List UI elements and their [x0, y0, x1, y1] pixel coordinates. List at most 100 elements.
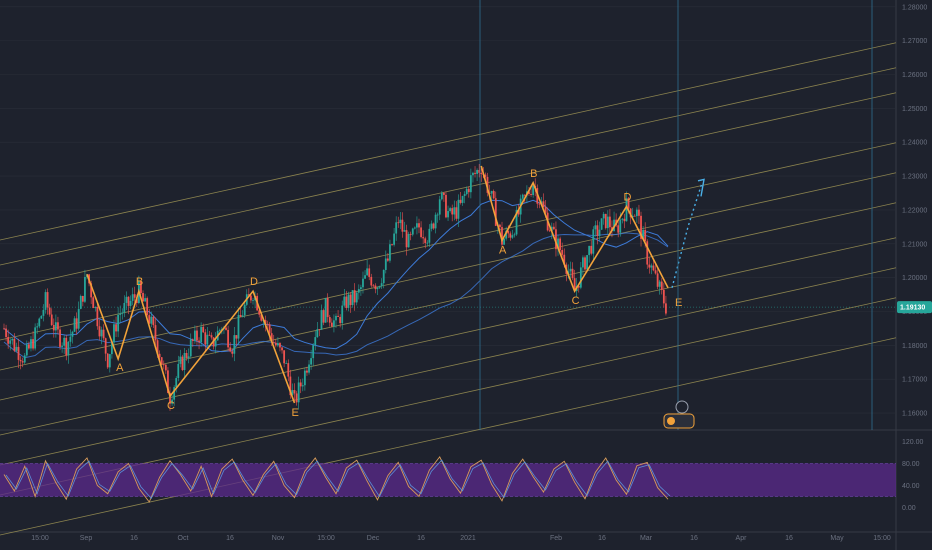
wave-label: A: [116, 362, 124, 374]
candle-body: [368, 268, 371, 277]
candle-body: [382, 269, 385, 284]
event-icon[interactable]: [663, 400, 695, 429]
candle-body: [171, 399, 173, 404]
candle-body: [17, 346, 20, 360]
time-axis[interactable]: 15:00 Sep 16 Oct 16 Nov 15:00 Dec 16 2021 Feb 16 Mar…: [31, 535, 891, 542]
candle-body: [108, 354, 111, 368]
candle-body: [588, 245, 591, 256]
candle-body: [196, 330, 198, 341]
candle-body: [403, 230, 406, 232]
candle-body: [411, 228, 414, 235]
candle-body: [285, 363, 288, 364]
candle-body: [281, 347, 283, 351]
candle-body: [362, 278, 364, 288]
candle-body: [640, 215, 642, 239]
oscillator-tick-label: 40.00: [902, 483, 920, 490]
candle-body: [229, 347, 232, 352]
candle-body: [295, 393, 298, 403]
time-tick-label: 15:00: [31, 535, 49, 542]
candle-body: [579, 267, 582, 288]
time-tick-label: Nov: [272, 535, 285, 542]
oscillator-pane: 120.00 80.00 40.00 0.00: [0, 439, 924, 512]
oscillator-band: [0, 463, 896, 497]
candle-body: [432, 223, 435, 229]
candle-body: [393, 233, 395, 245]
candle-body: [472, 172, 474, 176]
candle-body: [71, 331, 74, 337]
candle-body: [351, 290, 354, 306]
candle-body: [436, 214, 439, 216]
candle-body: [54, 322, 57, 331]
wave-label: A: [499, 244, 507, 256]
candle-body: [231, 351, 234, 354]
candle-body: [185, 352, 188, 359]
candle-body: [644, 229, 647, 242]
wave-label: C: [167, 400, 175, 412]
time-tick-label: Apr: [736, 535, 748, 542]
candle-body: [538, 203, 541, 205]
candle-body: [552, 226, 555, 230]
candle-body: [480, 172, 483, 175]
price-tick-label: 1.16000: [902, 411, 927, 418]
candle-body: [349, 294, 352, 306]
candle-body: [420, 227, 422, 238]
candle-body: [237, 314, 240, 339]
candle-body: [631, 215, 634, 218]
candle-body: [596, 225, 599, 236]
candle-body: [503, 238, 505, 245]
candle-body: [102, 329, 105, 339]
candle-body: [90, 283, 93, 298]
candle-body: [274, 342, 277, 346]
candle-body: [106, 353, 109, 368]
candle-body: [550, 226, 553, 232]
candle-body: [9, 340, 12, 344]
candle-body: [528, 191, 530, 195]
candle-body: [445, 194, 447, 218]
candle-body: [627, 198, 630, 209]
candle-body: [469, 175, 472, 193]
candle-body: [494, 198, 497, 226]
candle-body: [210, 335, 213, 338]
candle-body: [19, 359, 22, 362]
candle-body: [447, 211, 449, 218]
channel-line: [0, 67, 897, 266]
candle-body: [405, 230, 408, 248]
channel-line: [0, 297, 897, 496]
candle-body: [364, 275, 366, 279]
wave-path: [480, 165, 669, 293]
candle-body: [21, 361, 24, 363]
time-tick-label: 15:00: [317, 535, 335, 542]
candle-body: [111, 342, 113, 355]
candle-body: [13, 338, 16, 351]
candle-body: [604, 213, 607, 229]
candle-body: [463, 194, 466, 196]
candle-body: [189, 339, 192, 357]
candle-body: [642, 229, 644, 239]
candle-body: [389, 244, 391, 261]
candle-body: [355, 292, 358, 303]
candle-body: [347, 294, 350, 308]
candle-body: [517, 210, 520, 215]
candle-body: [194, 330, 196, 341]
candle-body: [310, 358, 312, 365]
time-tick-label: 2021: [460, 535, 476, 542]
time-tick-label: Dec: [367, 535, 380, 542]
candle-body: [144, 298, 146, 302]
candle-body: [654, 270, 657, 274]
candle-body: [559, 238, 561, 251]
candle-body: [164, 364, 167, 371]
candle-body: [490, 190, 493, 194]
candle-body: [366, 268, 369, 276]
candle-body: [451, 208, 454, 215]
candle-body: [424, 238, 427, 244]
candle-body: [505, 230, 508, 239]
candle-body: [324, 297, 327, 323]
candle-body: [430, 223, 433, 229]
candle-body: [339, 316, 342, 324]
price-axis[interactable]: 1.160001.170001.180001.190001.200001.210…: [902, 4, 927, 417]
candle-body: [200, 326, 203, 343]
candle-body: [335, 315, 337, 321]
candle-body: [638, 209, 640, 216]
candle-body: [121, 312, 124, 314]
